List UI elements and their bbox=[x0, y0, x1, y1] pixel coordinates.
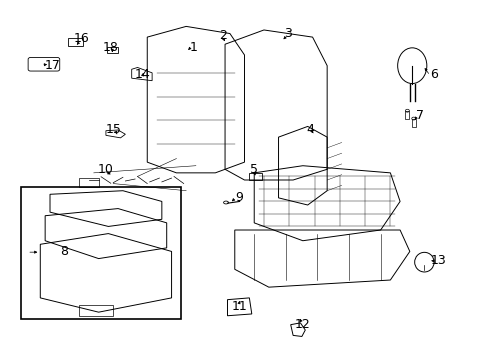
Text: 17: 17 bbox=[44, 59, 60, 72]
Bar bbox=[79, 305, 113, 316]
Bar bbox=[411, 118, 415, 127]
Text: 1: 1 bbox=[189, 41, 197, 54]
Text: 12: 12 bbox=[294, 318, 310, 331]
Text: 10: 10 bbox=[98, 163, 114, 176]
Text: 15: 15 bbox=[105, 123, 121, 136]
Text: 2: 2 bbox=[218, 29, 226, 42]
Text: 7: 7 bbox=[415, 109, 423, 122]
Text: 4: 4 bbox=[305, 123, 313, 136]
Text: 11: 11 bbox=[231, 300, 247, 313]
Bar bbox=[405, 111, 408, 119]
Text: 13: 13 bbox=[430, 254, 446, 267]
Text: 6: 6 bbox=[429, 68, 437, 81]
Bar bbox=[79, 178, 99, 187]
Text: 14: 14 bbox=[134, 68, 150, 81]
Text: 5: 5 bbox=[250, 163, 258, 176]
Text: 16: 16 bbox=[74, 32, 89, 45]
Text: 18: 18 bbox=[102, 41, 119, 54]
Bar bbox=[249, 173, 261, 180]
Text: 8: 8 bbox=[61, 245, 68, 258]
Text: 9: 9 bbox=[235, 192, 243, 204]
Bar bbox=[68, 38, 83, 46]
Text: 3: 3 bbox=[284, 27, 292, 40]
Bar bbox=[21, 187, 181, 319]
Bar bbox=[107, 47, 118, 53]
